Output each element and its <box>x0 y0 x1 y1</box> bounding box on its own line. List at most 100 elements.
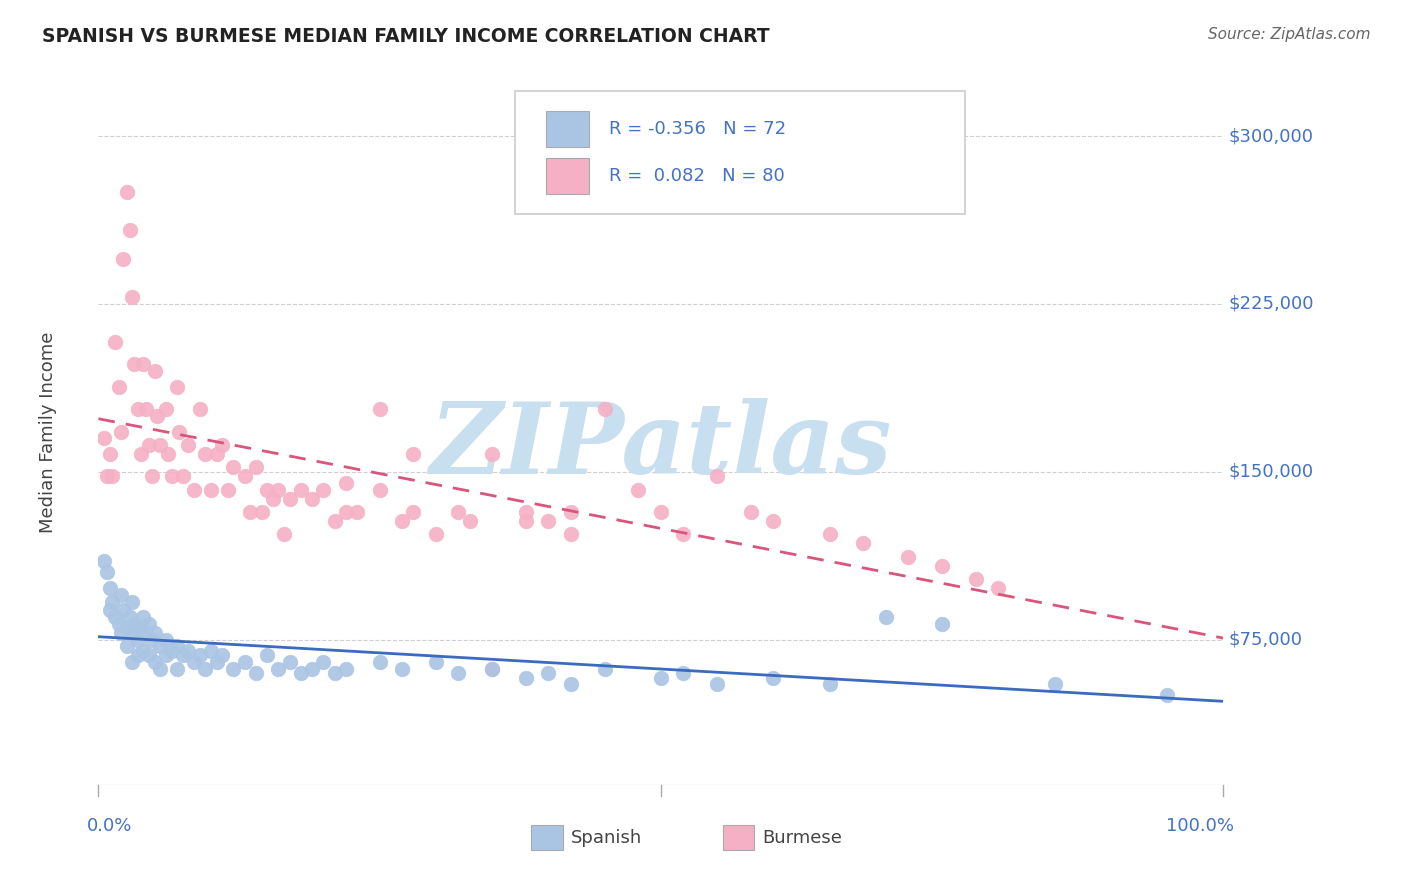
Point <box>515 505 537 519</box>
Point <box>323 514 346 528</box>
Point <box>101 594 124 608</box>
Point <box>149 640 172 654</box>
FancyBboxPatch shape <box>546 158 589 194</box>
Point <box>391 514 413 528</box>
Point <box>205 447 228 461</box>
Point <box>256 483 278 497</box>
Point <box>98 581 121 595</box>
Point <box>129 621 152 635</box>
Point <box>335 662 357 676</box>
Point <box>160 469 183 483</box>
Text: $150,000: $150,000 <box>1229 463 1315 481</box>
Point <box>115 640 138 654</box>
Point <box>818 677 841 691</box>
Text: Source: ZipAtlas.com: Source: ZipAtlas.com <box>1208 27 1371 42</box>
Point <box>177 438 200 452</box>
Point <box>205 655 228 669</box>
Point <box>278 655 301 669</box>
Point <box>177 644 200 658</box>
Point <box>458 514 481 528</box>
Point <box>188 402 211 417</box>
Point <box>143 364 166 378</box>
Point <box>127 402 149 417</box>
Point <box>425 655 447 669</box>
Point <box>323 666 346 681</box>
Point <box>121 655 143 669</box>
Text: Spanish: Spanish <box>571 829 643 847</box>
Point <box>278 491 301 506</box>
Point <box>267 483 290 497</box>
Point <box>166 380 188 394</box>
FancyBboxPatch shape <box>546 111 589 147</box>
Text: R = -0.356   N = 72: R = -0.356 N = 72 <box>609 120 786 138</box>
Point <box>239 505 262 519</box>
Text: Burmese: Burmese <box>762 829 842 847</box>
Point <box>931 558 953 573</box>
Point <box>121 625 143 640</box>
Point <box>104 610 127 624</box>
Point <box>368 655 391 669</box>
Text: Median Family Income: Median Family Income <box>39 332 56 533</box>
Point <box>217 483 239 497</box>
Point <box>110 588 132 602</box>
Point <box>593 662 616 676</box>
Point <box>143 655 166 669</box>
Point <box>104 334 127 349</box>
Point <box>346 505 368 519</box>
Point <box>127 648 149 663</box>
Point <box>245 666 267 681</box>
Point <box>93 431 115 445</box>
Point <box>762 671 785 685</box>
Point <box>233 469 256 483</box>
Point <box>312 483 335 497</box>
Point <box>112 603 135 617</box>
Point <box>138 648 160 663</box>
Point <box>290 666 312 681</box>
Point <box>155 648 177 663</box>
Point <box>93 554 115 568</box>
Point <box>368 483 391 497</box>
Point <box>447 505 470 519</box>
Point <box>672 527 695 541</box>
Point <box>149 662 172 676</box>
Text: R =  0.082   N = 80: R = 0.082 N = 80 <box>609 167 785 186</box>
Point <box>875 610 897 624</box>
Point <box>560 505 582 519</box>
Point <box>211 648 233 663</box>
Point <box>481 447 503 461</box>
Point <box>211 438 233 452</box>
Point <box>101 469 124 483</box>
Point <box>110 425 132 439</box>
Point <box>127 632 149 647</box>
FancyBboxPatch shape <box>515 91 965 214</box>
Point <box>169 425 191 439</box>
Point <box>149 438 172 452</box>
Point <box>447 666 470 681</box>
Point <box>135 402 157 417</box>
Point <box>537 514 560 528</box>
Point <box>515 671 537 685</box>
Point <box>183 655 205 669</box>
Point <box>301 491 323 506</box>
Point <box>1156 689 1178 703</box>
Text: $300,000: $300,000 <box>1229 128 1313 145</box>
Point <box>141 632 163 647</box>
Point <box>160 644 183 658</box>
Point <box>172 648 194 663</box>
Point <box>273 527 295 541</box>
Point <box>987 581 1010 595</box>
Text: ZIPatlas: ZIPatlas <box>430 399 891 495</box>
Point <box>157 447 180 461</box>
Point <box>515 514 537 528</box>
Point <box>762 514 785 528</box>
Point <box>537 666 560 681</box>
Point <box>560 677 582 691</box>
Point <box>96 566 118 580</box>
Point <box>593 402 616 417</box>
Point <box>98 603 121 617</box>
Point <box>121 290 143 304</box>
Point <box>852 536 875 550</box>
Point <box>262 491 284 506</box>
Point <box>118 223 141 237</box>
Point <box>200 483 222 497</box>
